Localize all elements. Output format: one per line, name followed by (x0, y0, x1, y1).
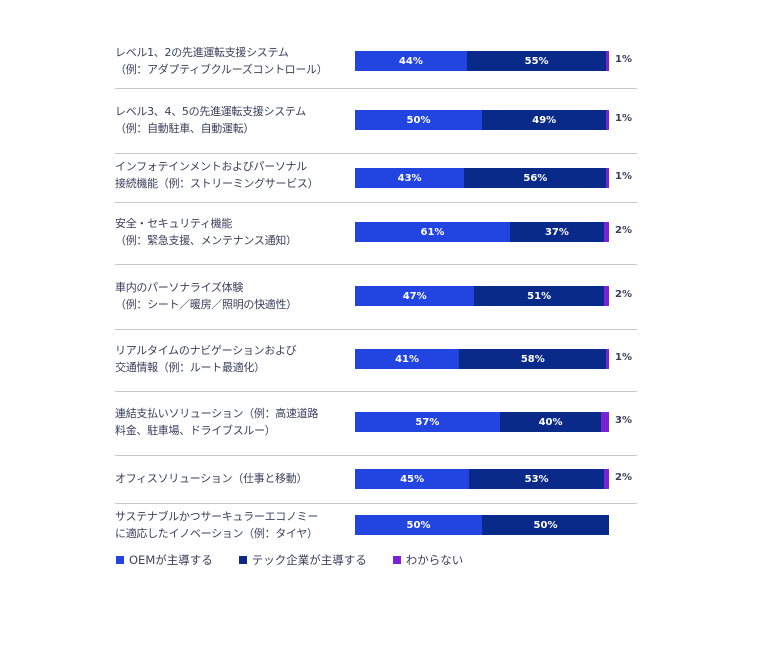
chart-row: レベル1、2の先進運転支援システム （例：アダプティブクルーズコントロール） 44… (115, 40, 637, 89)
unknown-value-label: 3% (615, 415, 632, 426)
legend-swatch-unknown (392, 556, 401, 564)
stacked-bar: 43% 56% (355, 168, 609, 188)
legend-item-unknown: わからない (392, 552, 464, 568)
bar-segment-tech: 56% (464, 168, 607, 188)
unknown-value-label: 2% (615, 289, 632, 300)
bar-segment-unknown (606, 349, 609, 369)
legend-label: OEMが主導する (129, 553, 213, 567)
legend-swatch-tech (238, 556, 247, 564)
legend-item-oem: OEMが主導する (116, 552, 213, 568)
legend-swatch-oem (116, 556, 124, 564)
bar-segment-tech: 37% (509, 222, 604, 242)
bar-segment-unknown (603, 469, 609, 489)
unknown-value-label: 2% (615, 472, 632, 483)
bar-segment-oem: 50% (355, 110, 482, 130)
legend-label: テック企業が主導する (251, 553, 367, 567)
category-label: レベル1、2の先進運転支援システム （例：アダプティブクルーズコントロール） (115, 46, 328, 76)
bar-segment-unknown (606, 51, 609, 71)
stacked-bar-chart: レベル1、2の先進運転支援システム （例：アダプティブクルーズコントロール） 44… (115, 40, 637, 552)
category-label: リアルタイムのナビゲーションおよび 交通情報（例：ルート最適化） (115, 344, 297, 374)
category-label: オフィスソリューション（仕事と移動） (115, 472, 308, 485)
unknown-value-label: 1% (615, 113, 632, 124)
stacked-bar: 61% 37% (355, 222, 609, 242)
bar-segment-unknown (601, 412, 609, 432)
unknown-value-label: 1% (615, 171, 632, 182)
unknown-value-label: 1% (615, 54, 632, 65)
bar-segment-oem: 50% (355, 515, 482, 535)
bar-segment-oem: 57% (355, 412, 500, 432)
bar-segment-oem: 43% (355, 168, 465, 188)
bar-segment-tech: 51% (474, 286, 604, 306)
bar-segment-tech: 40% (499, 412, 602, 432)
bar-segment-tech: 58% (459, 349, 607, 369)
bar-segment-unknown (606, 168, 609, 188)
category-label: レベル3、4、5の先進運転支援システム （例：自動駐車、自動運転） (115, 105, 306, 135)
legend-item-tech: テック企業が主導する (238, 552, 367, 568)
chart-row: 連結支払いソリューション（例：高速道路 料金、駐車場、ドライブスルー） 57% 4… (115, 392, 637, 456)
bar-segment-tech: 49% (482, 110, 607, 130)
stacked-bar: 47% 51% (355, 286, 609, 306)
bar-segment-oem: 47% (355, 286, 475, 306)
chart-row: リアルタイムのナビゲーションおよび 交通情報（例：ルート最適化） 41% 58% … (115, 330, 637, 392)
category-label: インフォテインメントおよびパーソナル 接続機能（例：ストリーミングサービス） (115, 160, 319, 190)
stacked-bar: 41% 58% (355, 349, 609, 369)
unknown-value-label: 1% (615, 352, 632, 363)
category-label: サステナブルかつサーキュラーエコノミー に適応したイノベーション（例：タイヤ） (115, 510, 319, 540)
bar-segment-unknown (603, 222, 609, 242)
chart-row: インフォテインメントおよびパーソナル 接続機能（例：ストリーミングサービス） 43… (115, 154, 637, 203)
stacked-bar: 45% 53% (355, 469, 609, 489)
chart-row: サステナブルかつサーキュラーエコノミー に適応したイノベーション（例：タイヤ） 5… (115, 504, 637, 552)
legend-label: わからない (405, 553, 464, 567)
bar-segment-oem: 41% (355, 349, 460, 369)
bar-segment-oem: 45% (355, 469, 470, 489)
stacked-bar: 50% 49% (355, 110, 609, 130)
bar-segment-tech: 55% (466, 51, 607, 71)
bar-segment-tech: 50% (482, 515, 609, 535)
category-label: 安全・セキュリティ機能 （例：緊急支援、メンテナンス通知） (115, 217, 297, 247)
bar-segment-unknown (603, 286, 609, 306)
bar-segment-tech: 53% (469, 469, 604, 489)
chart-row: 安全・セキュリティ機能 （例：緊急支援、メンテナンス通知） 61% 37% 2% (115, 203, 637, 265)
stacked-bar: 44% 55% (355, 51, 609, 71)
bar-segment-oem: 61% (355, 222, 510, 242)
chart-legend: OEMが主導する テック企業が主導する わからない (116, 552, 463, 568)
stacked-bar: 57% 40% (355, 412, 609, 432)
unknown-value-label: 2% (615, 225, 632, 236)
chart-row: 車内のパーソナライズ体験 （例：シート／暖房／照明の快適性） 47% 51% 2% (115, 265, 637, 330)
chart-row: オフィスソリューション（仕事と移動） 45% 53% 2% (115, 456, 637, 504)
category-label: 連結支払いソリューション（例：高速道路 料金、駐車場、ドライブスルー） (115, 407, 319, 437)
stacked-bar: 50% 50% (355, 515, 609, 535)
chart-row: レベル3、4、5の先進運転支援システム （例：自動駐車、自動運転） 50% 49%… (115, 89, 637, 154)
bar-segment-oem: 44% (355, 51, 467, 71)
category-label: 車内のパーソナライズ体験 （例：シート／暖房／照明の快適性） (115, 281, 297, 311)
bar-segment-unknown (606, 110, 609, 130)
